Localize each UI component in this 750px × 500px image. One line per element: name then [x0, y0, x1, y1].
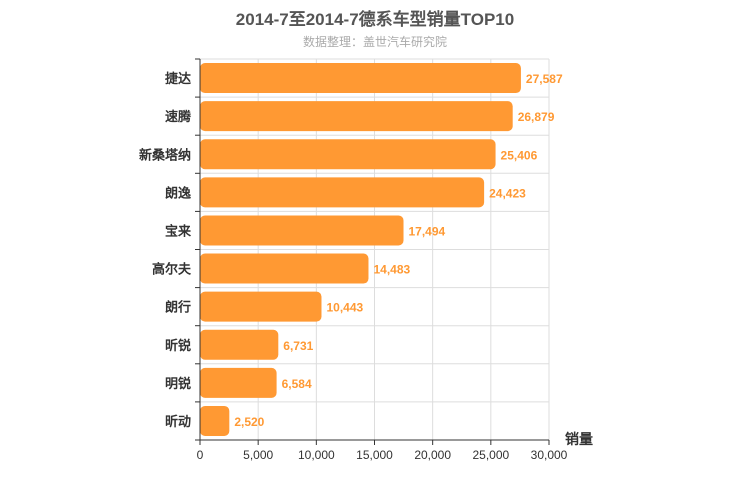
- data-label: 10,443: [326, 301, 363, 315]
- x-tick-label: 0: [197, 448, 204, 462]
- category-label: 捷达: [165, 71, 191, 86]
- chart-subtitle: 数据整理：盖世汽车研究院: [302, 35, 447, 49]
- x-tick-label: 20,000: [414, 448, 451, 462]
- data-label: 6,731: [283, 339, 313, 353]
- data-label: 24,423: [489, 186, 526, 200]
- x-tick-label: 5,000: [243, 448, 273, 462]
- bar: [200, 291, 322, 322]
- data-label: 2,520: [234, 415, 264, 429]
- data-label: 17,494: [409, 224, 446, 238]
- data-label: 6,584: [282, 377, 312, 391]
- x-tick-label: 15,000: [356, 448, 393, 462]
- category-label: 朗行: [165, 300, 191, 315]
- category-label: 速腾: [165, 109, 192, 124]
- bar: [200, 405, 230, 436]
- category-label: 昕动: [165, 414, 191, 429]
- bar: [200, 177, 485, 208]
- chart-title: 2014-7至2014-7德系车型销量TOP10: [235, 10, 515, 29]
- data-label: 25,406: [501, 148, 538, 162]
- bar: [200, 329, 279, 360]
- data-label: 26,879: [518, 110, 555, 124]
- bar: [200, 253, 369, 284]
- bar: [200, 139, 496, 170]
- bar: [200, 215, 404, 246]
- bar: [200, 63, 521, 94]
- category-label: 新桑塔纳: [139, 147, 191, 162]
- axes: 0 5,000 10,000 15,000 20,000 25,000 30,000 捷达速腾…: [139, 58, 568, 462]
- category-label: 明锐: [165, 376, 191, 391]
- data-label: 14,483: [373, 263, 410, 277]
- category-label: 朗逸: [165, 185, 191, 200]
- x-tick-label: 30,000: [531, 448, 568, 462]
- category-label: 高尔夫: [152, 262, 192, 277]
- data-label: 27,587: [526, 72, 563, 86]
- bars: 27,587 26,879 25,406 24,423 17,494 14,483 10,4…: [200, 63, 563, 436]
- bar: [200, 367, 277, 398]
- x-axis-title: 销量: [565, 431, 593, 447]
- category-label: 昕锐: [165, 338, 191, 353]
- x-tick-label: 25,000: [472, 448, 509, 462]
- bar: [200, 101, 513, 132]
- x-tick-label: 10,000: [298, 448, 335, 462]
- category-label: 宝来: [165, 223, 192, 238]
